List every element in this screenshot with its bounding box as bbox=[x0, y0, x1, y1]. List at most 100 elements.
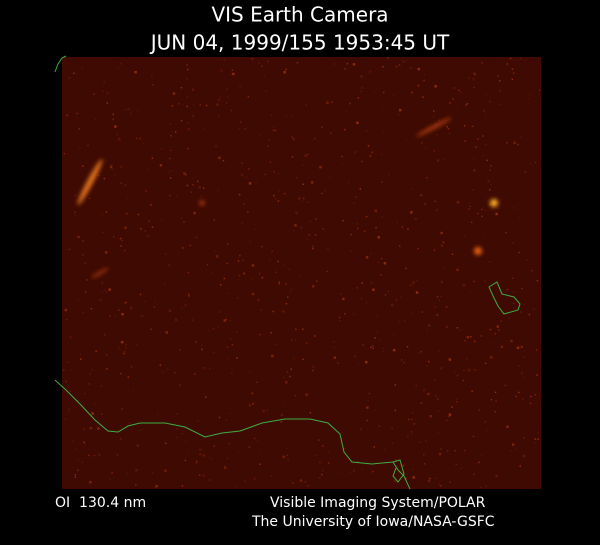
speckle bbox=[306, 238, 308, 241]
speckle bbox=[252, 403, 254, 405]
speckle bbox=[356, 227, 359, 230]
speckle bbox=[395, 459, 397, 461]
speckle bbox=[229, 412, 231, 415]
speckle bbox=[287, 296, 289, 298]
speckle bbox=[154, 486, 156, 489]
speckle bbox=[490, 398, 493, 401]
speckle bbox=[529, 402, 532, 405]
speckle bbox=[387, 57, 389, 59]
speckle bbox=[69, 336, 72, 338]
speckle bbox=[488, 261, 491, 263]
speckle bbox=[508, 317, 510, 319]
speckle bbox=[413, 423, 416, 425]
speckle bbox=[254, 228, 256, 231]
speckle bbox=[273, 194, 275, 197]
speckle bbox=[187, 293, 190, 295]
speckle bbox=[370, 253, 372, 255]
speckle bbox=[511, 68, 514, 70]
speckle bbox=[187, 128, 190, 130]
speckle bbox=[66, 114, 68, 117]
speckle bbox=[399, 245, 401, 247]
speckle bbox=[89, 427, 93, 430]
speckle bbox=[64, 418, 67, 420]
speckle bbox=[516, 346, 520, 349]
speckle bbox=[337, 362, 339, 364]
coastline bbox=[54, 379, 411, 490]
speckle bbox=[199, 448, 202, 451]
speckle bbox=[518, 251, 520, 254]
speckle bbox=[121, 239, 123, 242]
speckle bbox=[211, 328, 214, 330]
speckle bbox=[383, 262, 387, 265]
speckle bbox=[434, 306, 436, 308]
speckle bbox=[180, 86, 183, 89]
speckle bbox=[170, 170, 172, 172]
speckle bbox=[288, 268, 290, 271]
speckle bbox=[114, 174, 116, 176]
speckle bbox=[353, 470, 355, 472]
speckle bbox=[420, 350, 422, 353]
speckle bbox=[192, 115, 194, 117]
speckle bbox=[440, 244, 444, 247]
speckle bbox=[307, 485, 309, 487]
speckle bbox=[350, 233, 352, 236]
speckle bbox=[117, 345, 120, 348]
speckle bbox=[423, 388, 426, 392]
speckle bbox=[407, 418, 410, 421]
speckle bbox=[476, 369, 478, 372]
speckle bbox=[536, 374, 538, 376]
speckle bbox=[280, 413, 284, 417]
speckle bbox=[473, 86, 475, 89]
speckle bbox=[240, 121, 242, 123]
speckle bbox=[305, 104, 307, 106]
speckle bbox=[315, 218, 317, 220]
speckle bbox=[257, 299, 260, 301]
speckle bbox=[438, 483, 441, 486]
speckle bbox=[438, 299, 441, 302]
speckle bbox=[319, 166, 322, 169]
speckle bbox=[328, 451, 330, 453]
speckle bbox=[463, 449, 466, 452]
speckle bbox=[391, 427, 393, 430]
speckle bbox=[522, 454, 526, 458]
speckle bbox=[382, 66, 384, 68]
speckle bbox=[429, 477, 431, 480]
streak bbox=[416, 117, 452, 137]
speckle bbox=[127, 376, 130, 378]
speckle bbox=[452, 98, 454, 100]
speckle bbox=[202, 187, 205, 189]
speckle bbox=[367, 145, 370, 147]
speckle bbox=[437, 410, 440, 412]
speckle bbox=[101, 281, 104, 284]
speckle bbox=[425, 440, 427, 442]
speckle bbox=[481, 454, 483, 456]
speckle bbox=[433, 150, 436, 152]
speckle bbox=[278, 281, 281, 284]
speckle bbox=[464, 234, 466, 237]
speckle bbox=[440, 231, 443, 235]
speckle bbox=[127, 107, 130, 111]
speckle bbox=[230, 338, 232, 340]
speckle bbox=[415, 384, 417, 387]
speckle bbox=[464, 140, 466, 142]
speckle bbox=[159, 364, 162, 366]
speckle bbox=[417, 67, 420, 71]
speckle bbox=[327, 449, 329, 452]
speckle bbox=[187, 122, 189, 124]
speckle bbox=[105, 160, 108, 162]
speckle bbox=[217, 325, 219, 328]
speckle bbox=[340, 471, 342, 474]
speckle bbox=[104, 334, 106, 336]
speckle bbox=[383, 91, 385, 94]
speckle bbox=[382, 347, 385, 349]
speckle bbox=[368, 392, 371, 395]
speckle bbox=[176, 436, 178, 439]
speckle bbox=[411, 412, 414, 414]
speckle bbox=[440, 367, 443, 370]
speckle bbox=[94, 402, 96, 405]
speckle bbox=[160, 148, 163, 150]
speckle bbox=[114, 125, 117, 128]
speckle bbox=[181, 433, 183, 435]
speckle bbox=[463, 125, 466, 127]
bright-spot bbox=[490, 199, 498, 207]
